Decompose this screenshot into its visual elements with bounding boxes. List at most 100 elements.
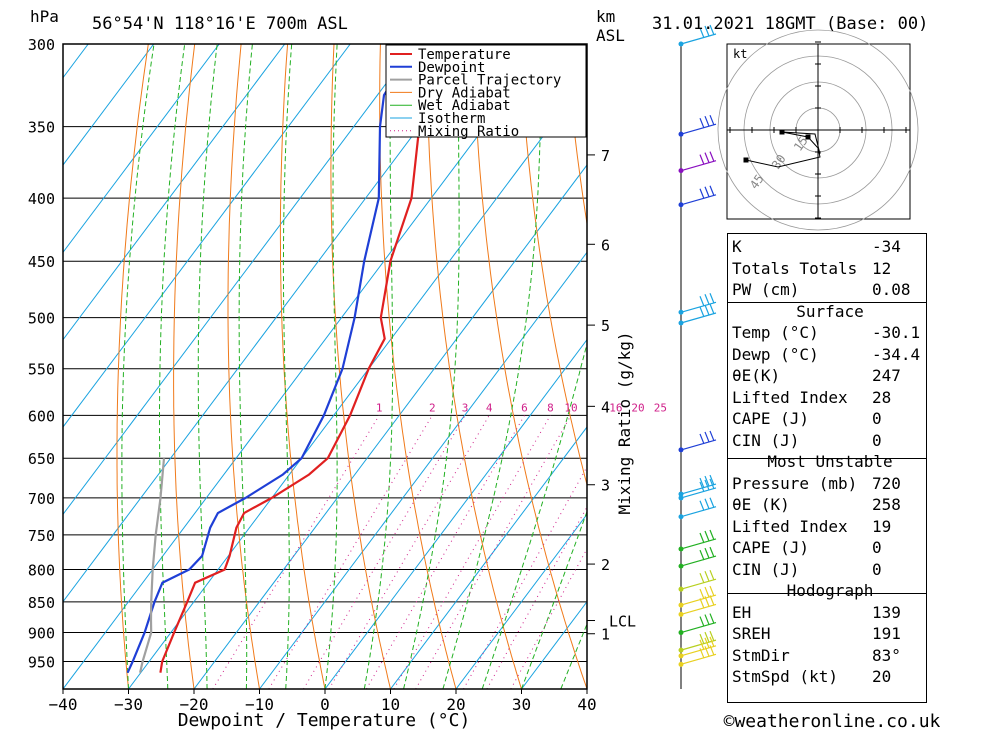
pressure-tick-label: 850 bbox=[28, 594, 55, 612]
surface-title: Surface bbox=[796, 301, 864, 321]
wet-adiabat-line bbox=[363, 44, 394, 689]
location-title: 56°54'N 118°16'E 700m ASL bbox=[92, 14, 348, 34]
legend-entry: Isotherm bbox=[418, 111, 485, 127]
dry-adiabat-line bbox=[519, 44, 587, 487]
mixing-ratio-label: 4 bbox=[486, 401, 493, 414]
stmspd-label: StmSpd (kt) bbox=[732, 667, 838, 686]
wet-adiabat-line bbox=[121, 44, 155, 689]
km-tick-label: 3 bbox=[601, 477, 610, 495]
hodograph-unit: kt bbox=[733, 47, 747, 61]
pressure-tick-label: 600 bbox=[28, 407, 55, 425]
km-tick-label: 5 bbox=[601, 317, 610, 335]
asl-label: ASL bbox=[596, 26, 625, 45]
isotherm-line bbox=[63, 44, 286, 341]
k-label: K bbox=[732, 237, 742, 256]
hodograph-point bbox=[805, 134, 811, 140]
km-tick-label: 2 bbox=[601, 556, 610, 574]
pressure-tick-label: 400 bbox=[28, 190, 55, 208]
temperature-tick-label: −40 bbox=[49, 695, 78, 714]
cape-value: 0 bbox=[872, 409, 882, 428]
wind-barb bbox=[680, 529, 717, 550]
sreh-value: 191 bbox=[872, 624, 901, 643]
isotherm-line bbox=[259, 251, 587, 689]
legend-entry: Dewpoint bbox=[418, 60, 485, 76]
mixing-ratio-label: 25 bbox=[654, 401, 667, 414]
wind-barb bbox=[680, 185, 717, 206]
mixing-ratio-line bbox=[268, 415, 433, 689]
datetime-title: 31.01.2021 18GMT (Base: 00) bbox=[652, 14, 928, 34]
wind-barb bbox=[680, 497, 717, 518]
hodograph-trace bbox=[745, 131, 821, 168]
dry-adiabat-line bbox=[379, 44, 457, 689]
dewp-label: Dewp (°C) bbox=[732, 344, 819, 364]
temp-value: -30.1 bbox=[872, 323, 921, 342]
mixing-ratio-line bbox=[510, 547, 587, 689]
mu-cin-label: CIN (J) bbox=[732, 559, 800, 579]
mixing-ratio-label: 2 bbox=[429, 401, 436, 414]
wind-barb bbox=[680, 474, 717, 495]
eh-value: 139 bbox=[872, 602, 901, 622]
lcl-label: LCL bbox=[609, 613, 636, 631]
isotherm-line bbox=[63, 44, 351, 428]
temperature-tick-label: −20 bbox=[180, 695, 209, 714]
hodograph-point bbox=[779, 129, 785, 135]
pressure-tick-label: 500 bbox=[28, 310, 55, 328]
cin-value: 0 bbox=[872, 430, 882, 450]
mixing-ratio-label: 20 bbox=[631, 401, 644, 414]
dry-adiabat-line bbox=[173, 44, 196, 689]
pressure-tick-label: 450 bbox=[28, 253, 55, 271]
wind-barb bbox=[680, 595, 717, 615]
li-label: Lifted Index bbox=[732, 387, 848, 407]
isotherm-line bbox=[324, 338, 587, 689]
mu-cape-label: CAPE (J) bbox=[732, 538, 810, 557]
wind-barb bbox=[680, 293, 717, 313]
pw-value: 0.08 bbox=[872, 280, 911, 299]
temperature-tick-label: −30 bbox=[114, 695, 143, 714]
mu-cin-value: 0 bbox=[872, 559, 882, 579]
mu-li-label: Lifted Index bbox=[732, 516, 848, 536]
temperature-tick-label: −10 bbox=[245, 695, 274, 714]
wind-barb bbox=[680, 114, 717, 135]
hodograph-ring-label: 45 bbox=[747, 172, 767, 192]
eh-label: EH bbox=[732, 602, 752, 622]
mu-theta-label: θE (K) bbox=[732, 495, 790, 514]
indices-panel bbox=[727, 233, 927, 703]
pressure-unit: hPa bbox=[30, 7, 59, 26]
isotherm-line bbox=[63, 44, 220, 254]
sreh-label: SREH bbox=[732, 624, 771, 643]
theta-e-label: θE(K) bbox=[732, 366, 781, 385]
footer-credit: ©weatheronline.co.uk bbox=[724, 711, 941, 732]
pressure-tick-label: 900 bbox=[28, 625, 55, 643]
tt-label: Totals Totals bbox=[732, 258, 858, 278]
dewpoint-line bbox=[126, 44, 417, 674]
wind-profile bbox=[678, 24, 717, 689]
hodograph-point bbox=[743, 157, 749, 163]
wind-barb bbox=[680, 546, 717, 567]
parcel-trajectory-line bbox=[139, 458, 166, 673]
pressure-tick-label: 750 bbox=[28, 527, 55, 545]
wind-barb bbox=[680, 613, 717, 634]
mixing-ratio-label: 1 bbox=[376, 401, 383, 414]
pw-label: PW (cm) bbox=[732, 280, 800, 299]
wind-barb bbox=[680, 24, 717, 45]
km-tick-label: 7 bbox=[601, 147, 610, 165]
dry-adiabat-line bbox=[984, 44, 1000, 689]
pressure-tick-label: 700 bbox=[28, 490, 55, 508]
isotherm-line bbox=[193, 164, 587, 689]
temperature-line bbox=[159, 44, 457, 673]
wet-adiabat-line bbox=[481, 341, 587, 689]
hodograph-ring-label: 30 bbox=[769, 152, 789, 172]
divider-most-unstable bbox=[727, 458, 927, 459]
wet-adiabat-line bbox=[403, 44, 460, 689]
mixing-ratio-label: 6 bbox=[521, 401, 528, 414]
wet-adiabat-line bbox=[324, 44, 338, 689]
wind-barb bbox=[680, 151, 717, 172]
pressure-tick-label: 950 bbox=[28, 654, 55, 672]
pressure-tick-label: 550 bbox=[28, 361, 55, 379]
mu-cape-value: 0 bbox=[872, 538, 882, 557]
mu-theta-value: 258 bbox=[872, 495, 901, 514]
mixing-ratio-label: 10 bbox=[564, 401, 577, 414]
x-axis-label: Dewpoint / Temperature (°C) bbox=[178, 710, 471, 731]
wet-adiabat-line bbox=[197, 44, 218, 689]
